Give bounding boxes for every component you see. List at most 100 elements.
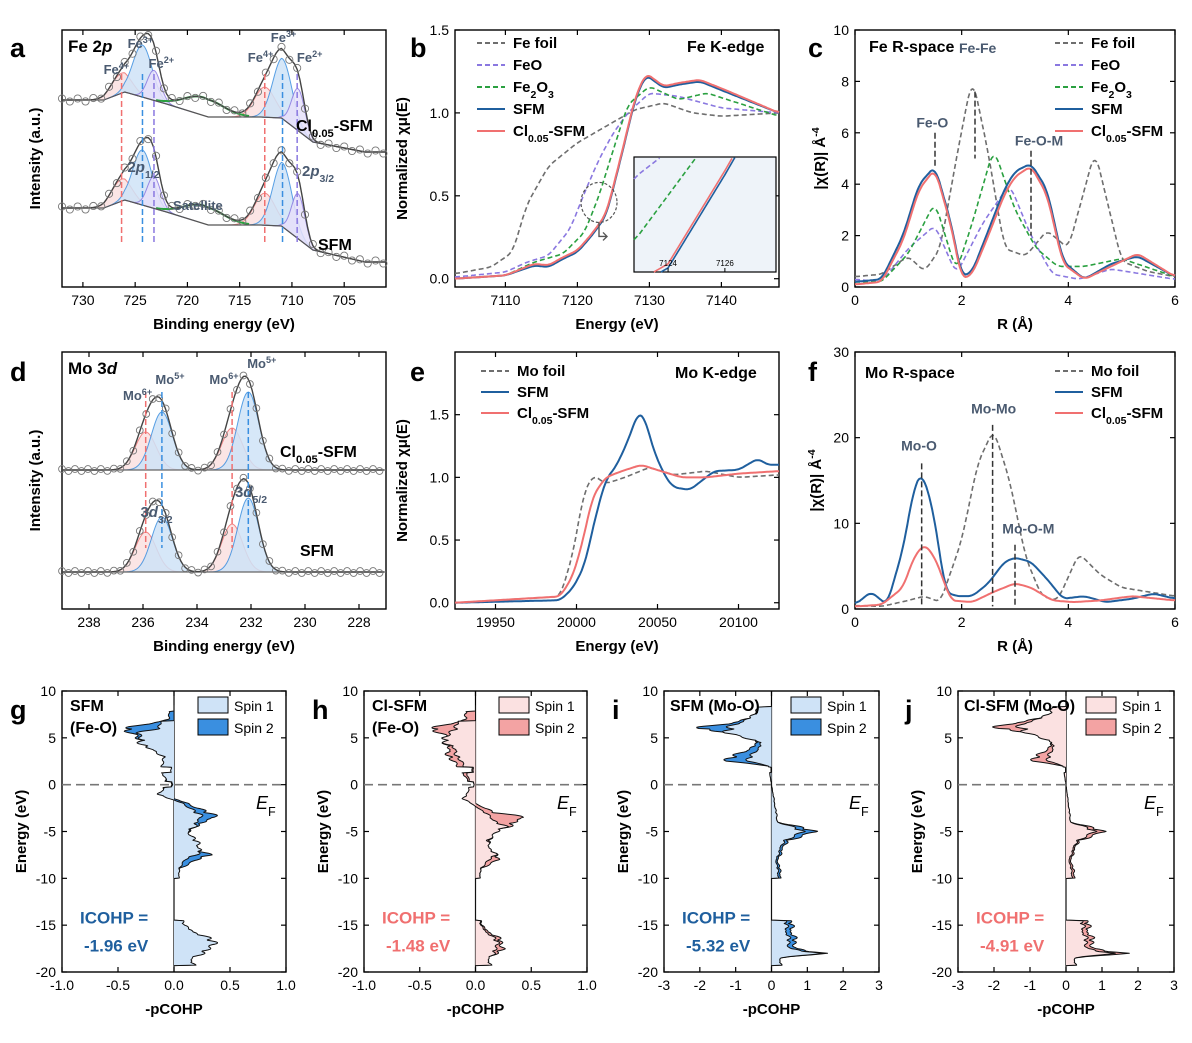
data-point [120, 57, 129, 67]
data-point [332, 143, 341, 153]
panel-d-frame [61, 351, 387, 610]
y-axis-label: Intensity (a.u.) [27, 108, 44, 210]
data-point [233, 385, 241, 394]
data-point [252, 404, 261, 413]
data-point [155, 394, 164, 403]
y-tick-label: 1.5 [430, 407, 450, 423]
x-tick-label: 1 [1098, 977, 1106, 993]
x-tick-label: 2 [839, 977, 847, 993]
x-tick-label: 20000 [557, 614, 596, 630]
x-tick-label: 0.5 [522, 977, 542, 993]
x-tick-label: 236 [131, 614, 155, 630]
panel-title: Mo K-edge [675, 365, 757, 382]
annotation: Mo6+ [209, 371, 238, 387]
x-tick-label: -3 [952, 977, 965, 993]
panel-label-h: h [312, 695, 329, 725]
data-point [379, 149, 388, 158]
data-point [89, 201, 98, 211]
y-tick-label: -20 [36, 964, 56, 980]
data-point [129, 446, 138, 455]
fermi-label: EF [256, 793, 276, 819]
x-tick-label: 232 [239, 614, 263, 630]
data-point [284, 569, 293, 577]
legend-label: Spin 2 [1122, 720, 1162, 736]
x-axis-label: Binding energy (eV) [153, 638, 295, 655]
series-line [854, 88, 1176, 278]
panel-title: SFM [70, 698, 104, 715]
y-tick-label: 1.0 [430, 105, 450, 121]
annotation: 2p3/2 [302, 163, 334, 185]
spin-outline [722, 705, 825, 968]
data-point [90, 467, 99, 475]
x-tick-label: 725 [123, 292, 147, 308]
data-point [308, 132, 317, 141]
panel-label-c: c [808, 33, 823, 63]
annotation: Mo5+ [155, 371, 184, 387]
data-point [308, 240, 317, 249]
fermi-label: EF [849, 793, 869, 819]
x-tick-label: 730 [71, 292, 95, 308]
data-point [349, 569, 358, 577]
data-point [324, 248, 333, 257]
data-point [347, 256, 357, 265]
y-axis-label: |χ(R)| Å-4 [806, 449, 825, 511]
data-point [112, 179, 121, 188]
data-point [220, 430, 228, 439]
annotation: 2p1/2 [127, 159, 159, 181]
data-point [297, 569, 306, 577]
data-point [355, 255, 364, 264]
series-line [455, 467, 779, 604]
data-point [104, 82, 114, 91]
series-line [454, 102, 780, 275]
spin-outline [135, 705, 218, 968]
zoom-arrow [598, 222, 608, 241]
data-point [191, 93, 200, 102]
x-tick-label: -1.0 [352, 977, 376, 993]
y-tick-label: 10 [833, 515, 849, 531]
x-tick-label: 7130 [634, 292, 665, 308]
panel-label-a: a [10, 33, 26, 63]
series-line [854, 188, 1176, 283]
icohp-label: ICOHP = [80, 908, 148, 927]
legend-label: Spin 1 [535, 698, 575, 714]
data-point [73, 94, 82, 103]
data-point [369, 567, 377, 575]
data-point [362, 467, 371, 475]
data-point [64, 467, 73, 475]
panel-title: Mo R-space [865, 365, 955, 382]
x-tick-label: 1.0 [276, 977, 296, 993]
annotation: Mo-Mo [971, 401, 1016, 417]
legend-label: Mo foil [517, 363, 565, 380]
x-tick-label: 1 [803, 977, 811, 993]
data-point [332, 252, 341, 261]
y-tick-label: -10 [932, 870, 952, 886]
y-tick-label: 0.5 [430, 188, 450, 204]
data-point [261, 173, 270, 182]
panel-title: (Fe-O) [372, 720, 419, 737]
panel-label-b: b [410, 33, 427, 63]
data-point [214, 206, 223, 215]
data-point [330, 567, 339, 575]
data-point [230, 214, 239, 223]
y-axis-label: Energy (eV) [315, 790, 332, 873]
data-point [239, 371, 248, 380]
y-tick-label: 10 [642, 683, 658, 699]
x-tick-label: 6 [1171, 292, 1179, 308]
data-point [253, 87, 263, 96]
data-point [152, 46, 161, 55]
data-point [89, 93, 98, 103]
panel-title: Fe K-edge [687, 39, 764, 56]
panel-title: SFM (Mo-O) [670, 698, 760, 715]
data-point [122, 559, 131, 567]
y-tick-label: 4 [841, 176, 849, 192]
data-point [246, 206, 255, 215]
annotation: Mo-O [901, 438, 937, 454]
data-point [128, 154, 137, 163]
data-point [278, 566, 287, 575]
icohp-label: ICOHP = [682, 908, 750, 927]
inset-series-line [633, 158, 696, 241]
annotation: Fe3+ [128, 35, 154, 51]
data-point [199, 199, 208, 208]
legend-label: Cl0.05-SFM [517, 405, 589, 427]
data-point [65, 205, 74, 214]
